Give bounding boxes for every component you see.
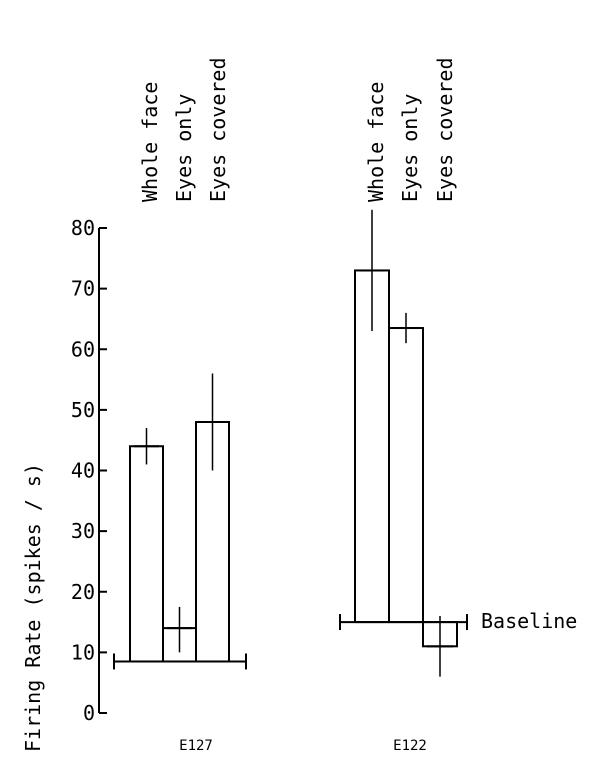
bar — [388, 327, 424, 624]
y-axis: 0 10 20 30 40 50 60 70 80 — [71, 216, 107, 725]
bar-group-E127: Whole face Eyes only Eyes covered E127 — [113, 58, 247, 754]
y-tick-label: 60 — [71, 337, 95, 361]
y-tick-label: 80 — [71, 216, 95, 240]
y-tick-label: 20 — [71, 580, 95, 604]
group-label: E127 — [179, 738, 213, 754]
category-label: Whole face — [138, 82, 162, 202]
y-tick-label: 70 — [71, 277, 95, 301]
category-label: Eyes covered — [433, 58, 457, 203]
category-label: Eyes covered — [206, 58, 230, 203]
y-tick-label: 0 — [83, 701, 95, 725]
y-tick-label: 40 — [71, 459, 95, 483]
y-axis-label: Firing Rate (spikes / s) — [21, 463, 45, 752]
y-tick-label: 50 — [71, 398, 95, 422]
y-tick-label: 10 — [71, 640, 95, 664]
y-tick-label: 30 — [71, 519, 95, 543]
group-label: E122 — [393, 738, 427, 754]
category-label: Whole face — [364, 82, 388, 202]
category-label: Eyes only — [398, 94, 422, 202]
bar-group-E122: Whole face Eyes only Eyes covered E122 — [339, 58, 468, 754]
bar-groups: Whole face Eyes only Eyes coveredE127Whole… — [113, 58, 577, 754]
bar — [129, 445, 164, 663]
category-label: Eyes only — [172, 94, 196, 202]
baseline-annotation: Baseline — [481, 609, 577, 633]
